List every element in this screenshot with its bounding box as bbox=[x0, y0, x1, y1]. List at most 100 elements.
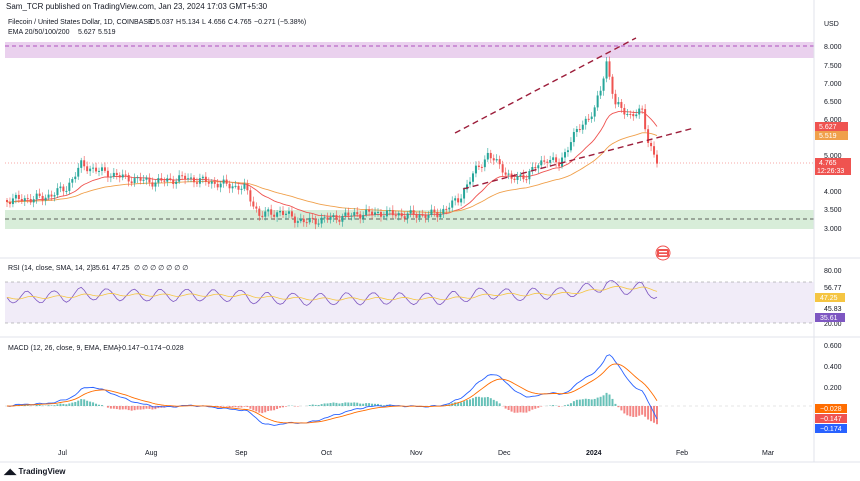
macd-hist-bar bbox=[454, 402, 457, 406]
ema20-badge bbox=[815, 122, 848, 131]
candle-body bbox=[163, 180, 166, 182]
candle-body bbox=[133, 178, 136, 184]
macd-hist-bar bbox=[35, 405, 38, 406]
flag-icon[interactable] bbox=[655, 245, 671, 261]
candle-body bbox=[11, 198, 14, 205]
ohlc-h-label: H bbox=[176, 19, 181, 26]
price-tick: 4.000 bbox=[824, 189, 842, 196]
rsi-ma-badge bbox=[815, 293, 845, 302]
tradingview-logo-icon: ◢◣ bbox=[4, 467, 17, 476]
candle-body bbox=[617, 102, 620, 105]
macd-hist-bar bbox=[282, 406, 285, 408]
candle-body bbox=[213, 181, 216, 184]
candle-body bbox=[219, 183, 222, 188]
candle-body bbox=[267, 209, 270, 212]
rsi-tick-20: 20.00 bbox=[824, 321, 842, 328]
candle-body bbox=[448, 207, 451, 210]
candle-body bbox=[569, 142, 572, 151]
macd-hist-bar bbox=[145, 406, 148, 409]
rsi-tick-80: 80.00 bbox=[824, 268, 842, 275]
macd-hist-bar bbox=[578, 399, 581, 406]
x-label-2024: 2024 bbox=[586, 450, 602, 457]
candle-body bbox=[243, 183, 246, 189]
macd-hist-bar bbox=[219, 406, 222, 408]
macd-hist-bar bbox=[463, 401, 466, 406]
candle-body bbox=[157, 178, 160, 183]
candle-body bbox=[293, 216, 296, 223]
candle-body bbox=[228, 183, 231, 189]
candle-body bbox=[382, 216, 385, 218]
candle-body bbox=[302, 218, 305, 223]
candle-body bbox=[421, 214, 424, 216]
candle-body bbox=[480, 166, 483, 168]
candle-body bbox=[543, 160, 546, 162]
candle-body bbox=[477, 165, 480, 167]
rsi-line bbox=[6, 280, 658, 306]
x-label-sep: Sep bbox=[235, 450, 248, 457]
candle-body bbox=[175, 181, 178, 185]
candle-body bbox=[474, 165, 477, 174]
macd-hist-bar bbox=[338, 403, 341, 406]
candle-body bbox=[513, 178, 516, 180]
macd-hist-bar bbox=[602, 395, 605, 406]
candle-body bbox=[210, 181, 213, 184]
candle-body bbox=[563, 152, 566, 158]
macd-hist-bar bbox=[353, 402, 356, 406]
candle-body bbox=[498, 159, 501, 165]
macd-hist-bar bbox=[368, 403, 371, 406]
macd-hist-bar bbox=[50, 405, 53, 406]
macd-hist-bar bbox=[249, 406, 252, 409]
macd-tick-0200: 0.200 bbox=[824, 385, 842, 392]
candle-body bbox=[537, 165, 540, 169]
ema50-badge bbox=[815, 131, 848, 140]
macd-hist-bar bbox=[362, 403, 365, 406]
macd-hist-badge-text: −0.028 bbox=[820, 406, 842, 413]
macd-hist-bar bbox=[371, 403, 374, 406]
candle-body bbox=[112, 172, 115, 177]
candle-body bbox=[581, 124, 584, 130]
macd-signal-badge bbox=[815, 424, 847, 433]
price-tick: 8.000 bbox=[824, 44, 842, 51]
candle-body bbox=[287, 211, 290, 214]
candle-body bbox=[626, 113, 629, 115]
candle-body bbox=[270, 209, 273, 215]
candle-body bbox=[103, 167, 106, 171]
candle-body bbox=[653, 146, 656, 155]
candle-body bbox=[620, 102, 623, 108]
macd-hist-bar bbox=[252, 406, 255, 411]
lower-trendline[interactable] bbox=[462, 127, 695, 190]
candle-body bbox=[418, 214, 421, 218]
resistance-zone bbox=[5, 42, 814, 58]
tradingview-logo[interactable]: ◢◣ TradingView bbox=[4, 467, 66, 476]
macd-hist-bar bbox=[326, 403, 329, 406]
macd-hist-bar bbox=[323, 403, 326, 406]
macd-hist-bar bbox=[593, 398, 596, 406]
candle-body bbox=[187, 178, 190, 180]
candle-body bbox=[184, 175, 187, 180]
candle-body bbox=[246, 183, 249, 191]
candle-body bbox=[350, 215, 353, 217]
macd-hist-bar bbox=[510, 406, 513, 412]
ohlc-h-value: 5.134 bbox=[182, 19, 200, 26]
candle-body bbox=[74, 176, 77, 180]
x-label-mar: Mar bbox=[762, 450, 775, 457]
macd-hist-bar bbox=[656, 406, 658, 425]
macd-hist-bar bbox=[359, 403, 362, 406]
candle-body bbox=[136, 177, 139, 179]
ema20-value: 5.627 bbox=[78, 29, 96, 36]
macd-value: −0.174 bbox=[140, 345, 162, 352]
ohlc-o-label: O bbox=[150, 19, 156, 26]
macd-hist-bar bbox=[62, 403, 65, 406]
candle-body bbox=[347, 212, 350, 216]
x-label-dec: Dec bbox=[498, 450, 511, 457]
macd-hist-bar bbox=[59, 403, 62, 406]
candle-body bbox=[632, 114, 635, 117]
upper-trendline[interactable] bbox=[454, 37, 637, 134]
candle-body bbox=[656, 154, 658, 164]
candle-body bbox=[489, 152, 492, 159]
macd-hist-bar bbox=[317, 404, 320, 406]
macd-hist-bar bbox=[486, 396, 489, 406]
candle-body bbox=[216, 183, 219, 188]
candle-body bbox=[578, 129, 581, 131]
